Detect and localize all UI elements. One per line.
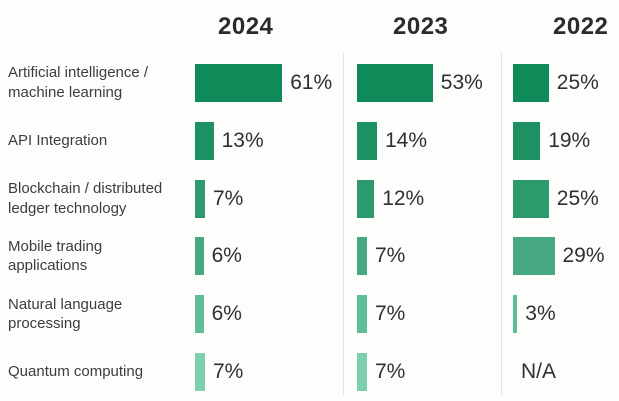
bar-cell: N/A (501, 343, 619, 401)
bar (195, 237, 204, 276)
bar-cell: 29% (501, 227, 619, 285)
bar (513, 295, 518, 334)
bar-cell: 53% (345, 54, 501, 112)
bar (195, 179, 205, 218)
bar (357, 353, 367, 392)
bar-cell: 14% (345, 112, 501, 170)
value-label: 29% (562, 244, 605, 268)
bar-cell: 61% (188, 54, 345, 112)
bar-cell: 12% (345, 170, 501, 228)
bar (513, 121, 541, 160)
bar-cell: 7% (345, 343, 501, 401)
column-header-2024: 2024 (218, 13, 274, 40)
value-label: N/A (521, 360, 557, 384)
bar (195, 295, 204, 334)
bar-cell: 3% (501, 285, 619, 343)
value-label: 7% (375, 360, 406, 384)
bar-cell: 19% (501, 112, 619, 170)
bar (357, 63, 433, 102)
row-label: Quantum computing (8, 363, 144, 381)
row-label: Artificial intelligence / machine learni… (8, 64, 149, 101)
header-spacer (0, 0, 188, 54)
bar-cell: 7% (188, 343, 345, 401)
bar-cell: 7% (188, 170, 345, 228)
bar (195, 121, 214, 160)
bar-cell: 6% (188, 227, 345, 285)
bar-cell: 7% (345, 227, 501, 285)
value-label: 19% (548, 128, 591, 152)
value-label: 12% (382, 186, 425, 210)
bar-cell: 7% (345, 285, 501, 343)
value-label: 6% (211, 302, 242, 326)
value-label: 3% (525, 302, 556, 326)
bar (513, 237, 555, 276)
value-label: 25% (556, 186, 599, 210)
value-label: 14% (385, 128, 428, 152)
column-header-2022: 2022 (553, 13, 609, 40)
value-label: 25% (556, 70, 599, 94)
bar (357, 237, 367, 276)
row-label: Mobile trading applications (8, 237, 103, 275)
bar-cell: 25% (501, 54, 619, 112)
bar (513, 179, 549, 218)
value-label: 7% (213, 186, 244, 210)
value-label: 61% (290, 70, 333, 94)
value-label: 6% (211, 244, 242, 268)
bar (513, 63, 549, 102)
value-label: 7% (375, 244, 406, 268)
bar (357, 121, 377, 160)
value-label: 13% (221, 128, 264, 152)
column-separator (501, 52, 502, 395)
bar (195, 353, 205, 392)
bar-cell: 13% (188, 112, 345, 170)
bar-cell: 25% (501, 170, 619, 228)
value-label: 53% (440, 70, 483, 94)
row-label: API Integration (8, 131, 108, 149)
value-label: 7% (213, 360, 244, 384)
row-label: Natural language processing (8, 295, 123, 333)
bar-cell: 6% (188, 285, 345, 343)
row-label: Blockchain / distributed ledger technolo… (8, 180, 163, 217)
column-header-2023: 2023 (393, 13, 449, 40)
bar (357, 295, 367, 334)
column-separator (343, 52, 344, 395)
value-label: 7% (375, 302, 406, 326)
bar (357, 179, 375, 218)
bar (195, 63, 283, 102)
